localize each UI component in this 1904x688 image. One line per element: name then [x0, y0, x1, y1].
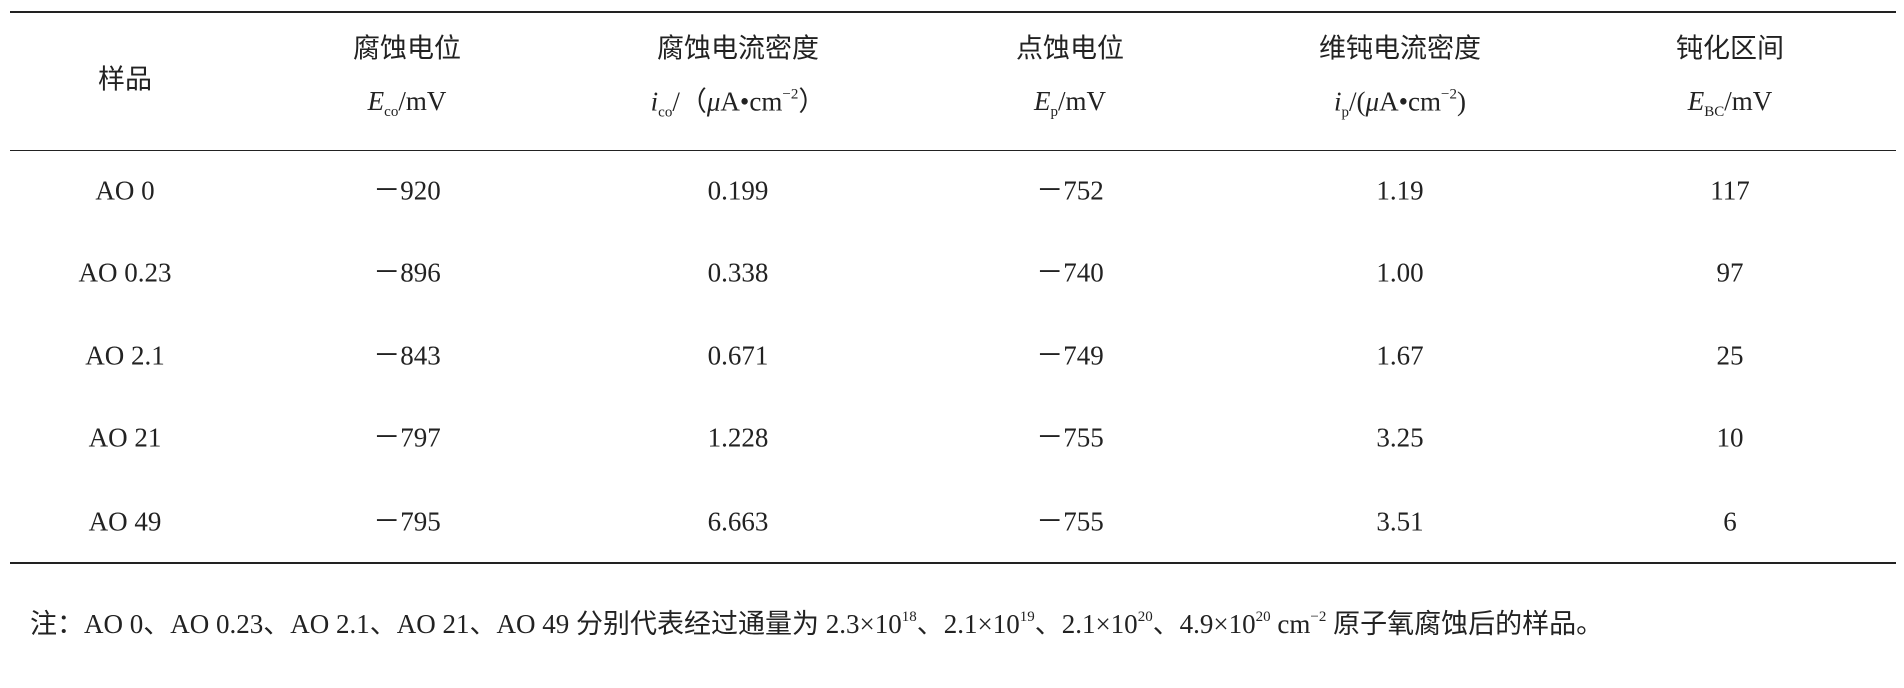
- table-cell: 97: [1716, 257, 1744, 288]
- table-cell: 3.51: [1376, 506, 1424, 537]
- text-segment: i: [650, 86, 659, 117]
- table-cell: 117: [1710, 175, 1750, 206]
- text-segment: A•cm: [1379, 86, 1442, 117]
- text-segment: 19: [1019, 609, 1035, 625]
- text-segment: co: [658, 104, 673, 121]
- table-cell: －752: [1036, 175, 1104, 206]
- table-cell: 3.25: [1376, 422, 1424, 453]
- text-segment: 原子氧腐蚀后的样品。: [1326, 609, 1604, 639]
- text-segment: 20: [1137, 609, 1153, 625]
- table-cell: －896: [373, 257, 441, 288]
- text-segment: 18: [901, 609, 917, 625]
- text-segment: cm: [1270, 609, 1311, 639]
- table-cell: AO 2.1: [85, 340, 165, 371]
- text-segment: i: [1334, 86, 1342, 117]
- table-cell: －797: [373, 422, 441, 453]
- header-unit: ico/（μA•cm−2）: [650, 86, 826, 121]
- table-cell: 10: [1716, 422, 1744, 453]
- text-segment: p: [1050, 104, 1058, 120]
- header-unit: Eco/mV: [368, 88, 447, 120]
- text-segment: BC: [1704, 104, 1725, 120]
- header-name: 样品: [98, 64, 152, 95]
- header-name: 腐蚀电位: [353, 33, 461, 64]
- table-cell: 25: [1716, 340, 1744, 371]
- text-segment: /mV: [1724, 86, 1773, 116]
- text-segment: μ: [706, 86, 721, 117]
- table-cell: －740: [1036, 257, 1104, 288]
- text-segment: −2: [782, 86, 799, 103]
- table-cell: 1.00: [1376, 257, 1424, 288]
- text-segment: /(: [1349, 86, 1366, 117]
- text-segment: /（: [672, 86, 707, 117]
- text-segment: A•cm: [720, 86, 783, 117]
- table-cell: －795: [373, 506, 441, 537]
- table-cell: 0.199: [707, 175, 769, 206]
- text-segment: co: [384, 104, 399, 120]
- table-cell: －920: [373, 175, 441, 206]
- text-segment: /mV: [398, 86, 447, 116]
- table-cell: －843: [373, 340, 441, 371]
- text-segment: p: [1341, 104, 1350, 121]
- table-cell: 1.19: [1376, 175, 1424, 206]
- text-segment: 20: [1255, 609, 1271, 625]
- header-name: 腐蚀电流密度: [657, 33, 819, 64]
- text-segment: ): [1456, 86, 1466, 117]
- table-cell: AO 0: [95, 175, 155, 206]
- text-segment: E: [367, 86, 385, 116]
- table-cell: 0.338: [707, 257, 769, 288]
- text-segment: /mV: [1057, 86, 1107, 116]
- text-segment: 、2.1×10: [916, 609, 1020, 639]
- text-segment: 注：AO 0、AO 0.23、AO 2.1、AO 21、AO 49 分别代表经过…: [30, 609, 902, 639]
- text-segment: μ: [1365, 86, 1380, 117]
- text-segment: 、2.1×10: [1034, 609, 1138, 639]
- header-name: 点蚀电位: [1016, 33, 1124, 64]
- header-name: 钝化区间: [1676, 33, 1784, 64]
- table-cell: 6: [1723, 506, 1737, 537]
- bottom-rule: [10, 562, 1896, 564]
- text-segment: −2: [1310, 609, 1327, 625]
- table-cell: 6.663: [707, 506, 769, 537]
- header-rule: [10, 150, 1896, 151]
- table-cell: －755: [1036, 506, 1104, 537]
- header-unit: Ep/mV: [1034, 88, 1106, 120]
- table-cell: －755: [1036, 422, 1104, 453]
- table-cell: 0.671: [707, 340, 769, 371]
- header-unit: EBC/mV: [1688, 88, 1773, 120]
- table-cell: 1.67: [1376, 340, 1424, 371]
- table-cell: AO 21: [88, 422, 162, 453]
- table-cell: AO 0.23: [78, 257, 172, 288]
- text-segment: ）: [798, 86, 826, 117]
- table-cell: 1.228: [707, 422, 769, 453]
- header-unit: ip/(μA•cm−2): [1334, 86, 1466, 121]
- text-segment: 、4.9×10: [1152, 609, 1256, 639]
- text-segment: −2: [1441, 86, 1457, 103]
- header-name: 维钝电流密度: [1319, 33, 1481, 64]
- text-segment: E: [1687, 86, 1705, 116]
- table-cell: AO 49: [88, 506, 162, 537]
- text-segment: E: [1033, 86, 1051, 116]
- table-cell: －749: [1036, 340, 1104, 371]
- table-note: 注：AO 0、AO 0.23、AO 2.1、AO 21、AO 49 分别代表经过…: [30, 592, 1880, 650]
- top-rule: [10, 11, 1896, 13]
